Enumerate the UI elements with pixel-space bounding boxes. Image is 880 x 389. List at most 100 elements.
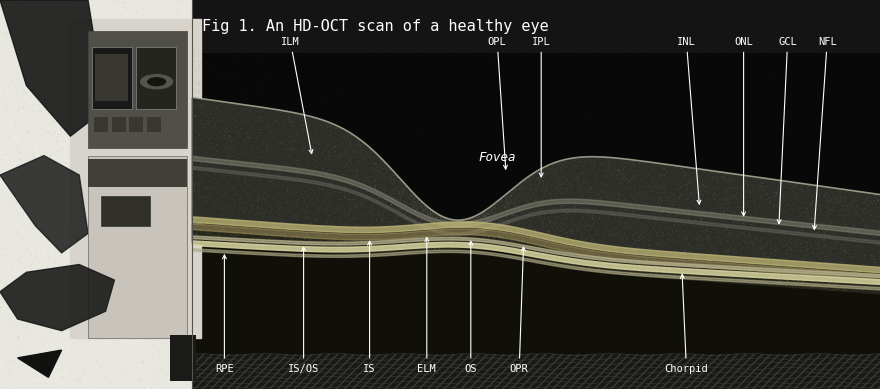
Point — [486, 208, 500, 214]
Point — [204, 239, 218, 245]
Point — [473, 222, 488, 228]
Point — [455, 239, 469, 245]
Point — [112, 53, 126, 59]
Point — [0, 147, 8, 153]
Point — [827, 270, 841, 276]
Point — [581, 241, 595, 247]
Point — [435, 235, 449, 242]
Point — [700, 264, 715, 270]
Point — [660, 126, 674, 133]
Point — [752, 194, 766, 200]
Point — [304, 141, 318, 147]
Point — [282, 94, 297, 100]
Point — [847, 191, 862, 197]
Point — [523, 193, 537, 199]
Point — [810, 196, 824, 202]
Point — [796, 167, 810, 173]
Point — [182, 218, 196, 224]
Point — [682, 252, 696, 258]
Point — [728, 159, 742, 166]
Point — [754, 125, 768, 131]
Point — [226, 233, 240, 240]
Point — [784, 261, 798, 268]
Point — [636, 183, 650, 189]
Point — [219, 116, 233, 123]
Point — [639, 195, 653, 202]
Point — [133, 16, 147, 23]
Point — [275, 68, 289, 74]
Point — [500, 216, 514, 223]
Point — [244, 87, 258, 93]
Point — [158, 371, 172, 378]
Point — [601, 122, 615, 128]
Point — [118, 163, 132, 170]
Point — [664, 272, 678, 279]
Point — [762, 198, 776, 205]
Point — [815, 184, 829, 190]
Point — [121, 313, 136, 319]
Point — [179, 123, 193, 130]
Point — [683, 261, 697, 267]
Point — [764, 245, 778, 251]
Point — [392, 206, 406, 212]
Point — [686, 182, 700, 189]
Point — [516, 203, 530, 210]
Point — [567, 157, 581, 163]
Point — [617, 231, 631, 238]
Point — [829, 247, 843, 254]
Point — [457, 218, 471, 224]
Point — [861, 280, 875, 287]
Point — [323, 196, 337, 202]
Point — [621, 152, 635, 159]
Point — [740, 91, 754, 98]
Point — [554, 201, 568, 207]
Point — [593, 220, 607, 226]
Point — [737, 223, 752, 229]
Point — [399, 184, 413, 190]
Point — [54, 226, 68, 232]
Point — [491, 209, 505, 215]
Point — [584, 262, 598, 268]
Point — [5, 308, 19, 314]
Point — [320, 73, 334, 79]
Point — [136, 6, 150, 12]
Point — [161, 112, 175, 118]
Point — [551, 171, 565, 177]
Point — [325, 241, 339, 247]
Point — [545, 190, 559, 196]
Point — [795, 186, 809, 192]
Point — [93, 117, 107, 124]
Point — [433, 245, 447, 251]
Point — [679, 239, 693, 245]
Point — [266, 121, 280, 127]
Point — [606, 167, 620, 173]
Point — [671, 263, 685, 269]
Point — [721, 210, 735, 217]
Point — [433, 238, 447, 244]
Point — [27, 189, 41, 195]
Point — [290, 60, 304, 66]
Point — [567, 210, 581, 217]
Point — [141, 295, 155, 301]
Point — [197, 61, 211, 67]
Point — [863, 268, 877, 274]
Point — [656, 271, 670, 277]
Point — [369, 101, 383, 107]
Point — [502, 247, 517, 254]
Point — [197, 128, 211, 134]
Point — [308, 235, 322, 241]
Point — [688, 189, 702, 195]
Point — [237, 93, 251, 99]
Point — [522, 224, 536, 231]
Point — [317, 198, 331, 205]
Point — [684, 251, 698, 257]
Point — [733, 208, 747, 214]
Point — [246, 225, 260, 231]
Point — [766, 252, 780, 259]
Point — [636, 259, 650, 265]
Point — [665, 185, 679, 191]
Point — [567, 154, 581, 160]
Point — [339, 161, 353, 167]
Point — [190, 75, 204, 81]
Point — [62, 53, 77, 59]
